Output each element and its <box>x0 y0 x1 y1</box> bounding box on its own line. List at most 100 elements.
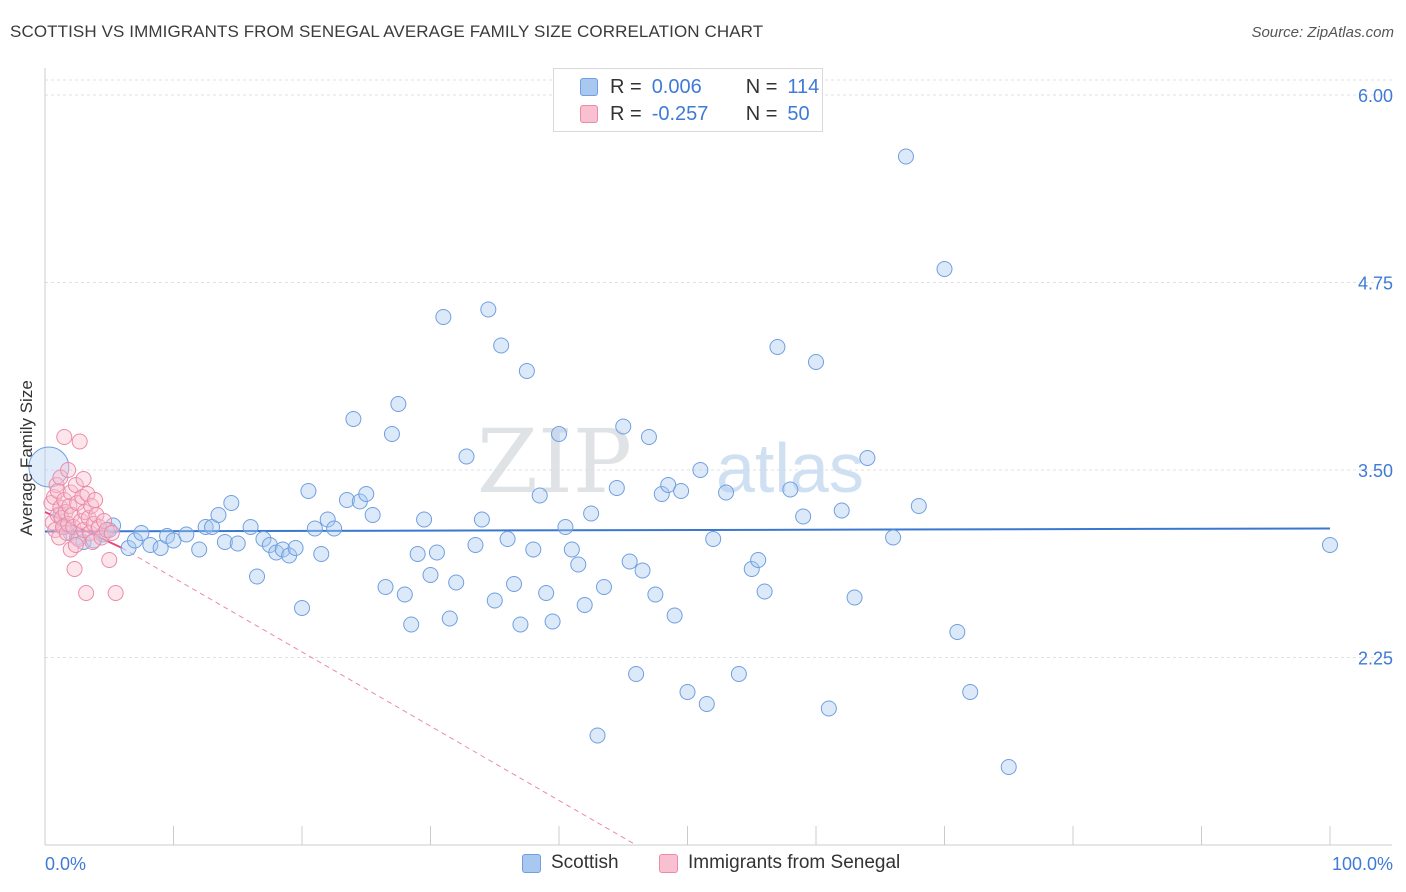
legend-swatch-pink <box>580 105 598 123</box>
senegal-point <box>98 522 115 538</box>
legend-r-value: -0.257 <box>651 102 709 125</box>
senegal-point <box>107 585 124 601</box>
senegal-point <box>103 525 120 541</box>
scottish-point <box>750 552 767 568</box>
senegal-trendline-extension <box>121 547 637 846</box>
scottish-point <box>570 556 587 573</box>
scottish-point <box>1322 537 1338 553</box>
scottish-point <box>486 592 503 609</box>
scottish-point <box>377 579 394 595</box>
scottish-point <box>255 531 272 547</box>
scottish-point <box>595 579 612 595</box>
legend-n-value: 50 <box>787 102 810 125</box>
senegal-point <box>60 516 77 532</box>
scottish-point <box>885 529 902 546</box>
scottish-point <box>358 486 375 502</box>
scottish-point <box>936 261 953 277</box>
legend-swatch-blue <box>580 78 598 96</box>
y-tick-label: 6.00 <box>1358 86 1393 106</box>
senegal-point <box>96 513 113 529</box>
scottish-point <box>274 541 291 558</box>
scottish-point <box>608 480 625 496</box>
senegal-point <box>60 462 77 478</box>
source-label: Source: ZipAtlas.com <box>1251 24 1394 41</box>
senegal-point <box>63 507 80 523</box>
scottish-point <box>249 568 266 585</box>
senegal-point <box>56 429 73 445</box>
scottish-trendline <box>44 527 1331 533</box>
senegal-point <box>51 529 68 546</box>
scottish-point <box>345 411 362 427</box>
scottish-point <box>705 531 722 547</box>
scottish-point <box>795 508 812 525</box>
legend-n-label: N = <box>745 102 778 125</box>
scottish-point <box>480 301 497 318</box>
scottish-point <box>557 519 574 535</box>
scottish-point <box>692 462 709 478</box>
scottish-point <box>1000 759 1017 775</box>
scottish-point <box>242 519 259 535</box>
legend-n-value: 114 <box>787 75 820 98</box>
y-tick-label: 2.25 <box>1358 649 1393 669</box>
scottish-point <box>538 585 555 601</box>
scottish-point <box>730 666 747 682</box>
watermark-atlas: atlas <box>716 429 864 507</box>
scottish-point <box>396 586 413 603</box>
scottish-point <box>756 583 773 600</box>
scottish-point <box>743 561 760 577</box>
scottish-point <box>628 666 645 682</box>
scottish-point <box>403 616 420 633</box>
scottish-point <box>191 541 208 558</box>
scottish-point <box>441 610 458 627</box>
senegal-point <box>87 492 104 508</box>
scottish-point <box>493 337 510 354</box>
senegal-point <box>85 516 102 532</box>
scottish-point <box>949 624 966 640</box>
scottish-point <box>216 534 233 550</box>
scottish-point <box>133 525 150 541</box>
scottish-point <box>525 541 542 558</box>
senegal-point <box>48 477 65 493</box>
scottish-point <box>679 684 696 700</box>
scottish-point <box>512 616 529 633</box>
series-legend-scottish: Scottish <box>522 852 619 874</box>
scottish-point <box>808 354 824 370</box>
scottish-point <box>531 487 548 504</box>
scottish-point <box>458 448 475 465</box>
legend-row-scottish: R = 0.006 N = 114 <box>580 74 819 100</box>
senegal-point <box>84 534 101 550</box>
scottish-point <box>666 607 683 624</box>
series-label-scottish: Scottish <box>551 852 619 873</box>
scottish-point <box>326 520 343 537</box>
scottish-point <box>660 477 677 493</box>
scottish-point <box>223 495 240 511</box>
scottish-point <box>551 426 567 442</box>
scottish-point <box>782 481 799 498</box>
scottish-point <box>294 600 310 616</box>
scottish-point <box>313 546 330 562</box>
scottish-point <box>422 567 439 583</box>
series-label-senegal: Immigrants from Senegal <box>688 852 901 873</box>
series-swatch-pink <box>659 853 678 873</box>
scottish-point <box>615 418 632 435</box>
senegal-point <box>66 561 83 577</box>
scottish-point <box>416 511 433 528</box>
chart-title: SCOTTISH VS IMMIGRANTS FROM SENEGAL AVER… <box>10 22 764 41</box>
scottish-point <box>833 502 850 519</box>
x-tick-label-max: 100.0% <box>1332 854 1393 874</box>
scottish-point <box>300 483 317 499</box>
scottish-point <box>210 507 227 523</box>
series-legend: Scottish Immigrants from Senegal <box>0 852 1406 878</box>
scottish-point <box>897 148 914 165</box>
scottish-point <box>506 576 523 592</box>
series-legend-senegal: Immigrants from Senegal <box>659 852 900 874</box>
scottish-point <box>544 613 561 630</box>
scottish-point <box>448 574 465 591</box>
scottish-point <box>197 519 214 535</box>
senegal-point <box>67 537 84 553</box>
senegal-point <box>75 471 92 487</box>
scottish-point <box>589 727 606 744</box>
scottish-point <box>142 537 159 553</box>
x-tick-label-min: 0.0% <box>45 854 86 874</box>
scottish-point <box>621 553 638 570</box>
